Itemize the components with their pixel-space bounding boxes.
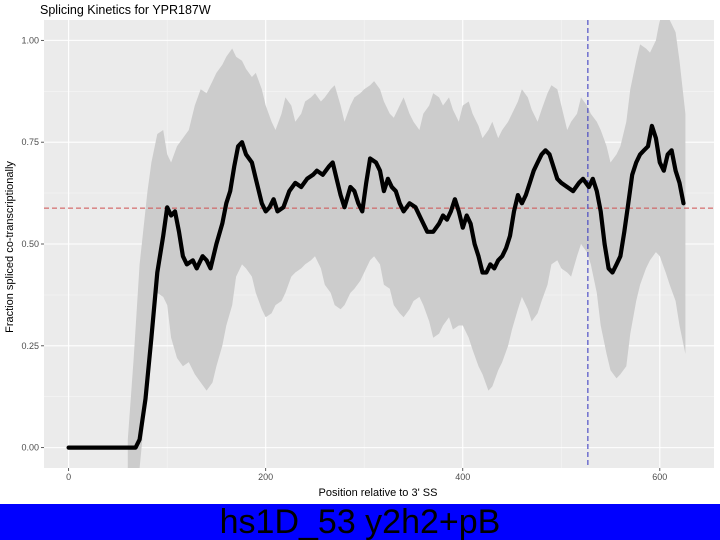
chart-title: Splicing Kinetics for YPR187W: [40, 3, 211, 17]
x-axis-title: Position relative to 3' SS: [319, 487, 438, 499]
splicing-kinetics-chart: Splicing Kinetics for YPR187W 0 200 400 600…: [4, 3, 714, 499]
x-tick-label: 0: [66, 472, 71, 482]
y-tick-label: 0.50: [21, 239, 39, 249]
y-tick-label: 0.00: [21, 443, 39, 453]
y-tick-label: 1.00: [21, 35, 39, 45]
x-tick-label: 400: [455, 472, 470, 482]
x-tick-label: 600: [652, 472, 667, 482]
caption-banner: hs1D_53 y2h2+pB: [0, 504, 720, 540]
y-tick-label: 0.25: [21, 341, 39, 351]
series-line: [66, 123, 686, 450]
confidence-band: [127, 20, 686, 468]
plot-panel: 0 200 400 600 0.00 0.25 0.50 0.75 1.00: [21, 20, 714, 482]
x-tick-label: 200: [258, 472, 273, 482]
y-axis-title: Fraction spliced co-transcriptionally: [4, 161, 16, 333]
y-tick-label: 0.75: [21, 137, 39, 147]
